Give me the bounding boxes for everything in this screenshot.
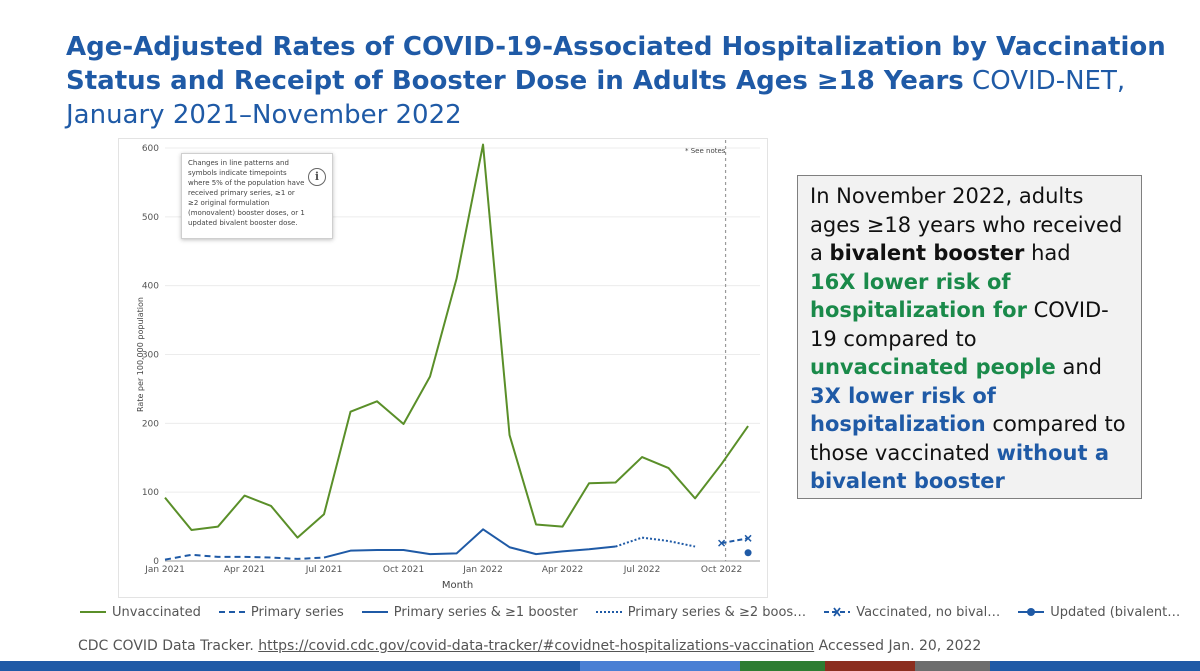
legend-item[interactable]: Vaccinated, no bival… bbox=[824, 605, 1000, 620]
legend-label: Vaccinated, no bival… bbox=[856, 604, 1001, 620]
y-tick-label: 600 bbox=[142, 144, 159, 154]
x-axis-title: Month bbox=[442, 580, 473, 591]
series-line[interactable] bbox=[615, 536, 696, 548]
legend-swatch bbox=[1018, 608, 1045, 616]
series-line[interactable] bbox=[721, 537, 749, 545]
info-icon[interactable]: i bbox=[308, 168, 326, 186]
callout-text-9: compared to those vaccinated bbox=[810, 412, 1126, 465]
callout-unvaccinated-people: unvaccinated people bbox=[810, 355, 1056, 379]
see-notes-annotation[interactable]: * See notes bbox=[685, 147, 726, 155]
legend-label: Updated (bivalent… bbox=[1050, 604, 1181, 620]
y-tick-label: 400 bbox=[142, 282, 159, 292]
y-axis-title: Rate per 100,000 population bbox=[136, 297, 145, 412]
series-marker-x[interactable] bbox=[718, 539, 726, 547]
legend-swatch bbox=[595, 611, 622, 613]
x-tick-label: Jan 2021 bbox=[144, 565, 185, 575]
x-tick-label: Oct 2021 bbox=[383, 565, 424, 575]
callout-3x-lower-risk: 3X lower risk of hospitalization bbox=[810, 383, 996, 437]
title-regular: COVID-NET, January 2021–November 2022 bbox=[66, 66, 1126, 130]
callout-bivalent-booster: bivalent booster bbox=[829, 241, 1025, 265]
bottom-bar-segment bbox=[915, 661, 990, 671]
legend-item[interactable]: Unvaccinated bbox=[80, 605, 201, 620]
legend-label: Unvaccinated bbox=[112, 604, 201, 620]
bottom-bar-segment bbox=[740, 661, 825, 671]
y-tick-label: 100 bbox=[142, 488, 159, 498]
line-chart[interactable]: 0 100 200 300 400 500 600 Jan 2021 Apr 2021 Jul 2… bbox=[118, 138, 768, 598]
bottom-bar-segment bbox=[0, 661, 290, 671]
source-suffix: Accessed Jan. 20, 2022 bbox=[814, 638, 982, 654]
legend-label: Primary series & ≥2 boos… bbox=[627, 604, 807, 620]
legend-label: Primary series & ≥1 booster bbox=[393, 604, 578, 620]
y-tick-label: 0 bbox=[153, 557, 159, 567]
legend-item[interactable]: Updated (bivalent… bbox=[1018, 605, 1180, 620]
legend-swatch bbox=[824, 607, 851, 617]
legend-item[interactable]: Primary series bbox=[218, 604, 344, 620]
chart-legend: Unvaccinated Primary series Primary series… bbox=[80, 602, 1180, 622]
source-link[interactable]: https://covid.cdc.gov/covid-data-tracker… bbox=[258, 638, 815, 654]
x-tick-label: Jul 2022 bbox=[623, 565, 661, 575]
series-line[interactable] bbox=[164, 553, 325, 561]
legend-item[interactable]: Primary series & ≥1 booster bbox=[361, 604, 578, 620]
chart-panel[interactable]: 0 100 200 300 400 500 600 Jan 2021 Apr 2021 Jul 2… bbox=[118, 138, 768, 598]
bottom-bar-segment bbox=[825, 661, 915, 671]
chart-title: Age-Adjusted Rates of COVID-19-Associate… bbox=[66, 30, 1176, 132]
x-tick-label: Jan 2022 bbox=[462, 565, 503, 575]
key-finding-callout: In November 2022, adults ages ≥18 years … bbox=[797, 175, 1142, 499]
info-tooltip: Changes in line patterns and symbols ind… bbox=[181, 153, 333, 239]
callout-without-bivalent: without a bivalent booster bbox=[810, 440, 1109, 494]
source-citation: CDC COVID Data Tracker. https://covid.cd… bbox=[78, 638, 981, 654]
chart-border bbox=[118, 138, 768, 598]
bottom-bar-segment bbox=[290, 661, 580, 671]
x-tick-label: Oct 2022 bbox=[701, 565, 742, 575]
bottom-bar-segment bbox=[580, 661, 740, 671]
y-tick-label: 300 bbox=[142, 351, 159, 361]
callout-text-3: had bbox=[1024, 241, 1071, 265]
source-prefix: CDC COVID Data Tracker. bbox=[78, 638, 259, 654]
legend-item[interactable]: Primary series & ≥2 boos… bbox=[595, 604, 807, 620]
legend-swatch bbox=[80, 611, 106, 613]
x-tick-label: Jul 2021 bbox=[305, 565, 343, 575]
callout-text-5: COVID-19 compared to bbox=[810, 298, 1109, 351]
series-marker-x[interactable] bbox=[744, 534, 752, 542]
series-point[interactable] bbox=[744, 549, 752, 557]
info-tooltip-text: Changes in line patterns and symbols ind… bbox=[188, 159, 305, 227]
callout-text-7: and bbox=[1055, 355, 1102, 379]
y-tick-label: 200 bbox=[142, 419, 159, 429]
series-line[interactable] bbox=[164, 143, 749, 539]
series-line[interactable] bbox=[323, 528, 616, 559]
callout-text-1: In November 2022, adults ages ≥18 years … bbox=[810, 184, 1123, 265]
legend-swatch bbox=[218, 611, 245, 613]
callout-16x-lower-risk: 16X lower risk of hospitalization for bbox=[810, 269, 1027, 323]
bottom-bar-segment bbox=[990, 661, 1200, 671]
bottom-color-bar bbox=[0, 661, 1200, 671]
y-tick-label: 500 bbox=[142, 213, 159, 223]
x-tick-label: Apr 2021 bbox=[224, 565, 265, 575]
title-bold: Age-Adjusted Rates of COVID-19-Associate… bbox=[66, 32, 1166, 96]
legend-swatch bbox=[361, 611, 388, 613]
legend-label: Primary series bbox=[250, 604, 344, 620]
x-tick-label: Apr 2022 bbox=[542, 565, 583, 575]
